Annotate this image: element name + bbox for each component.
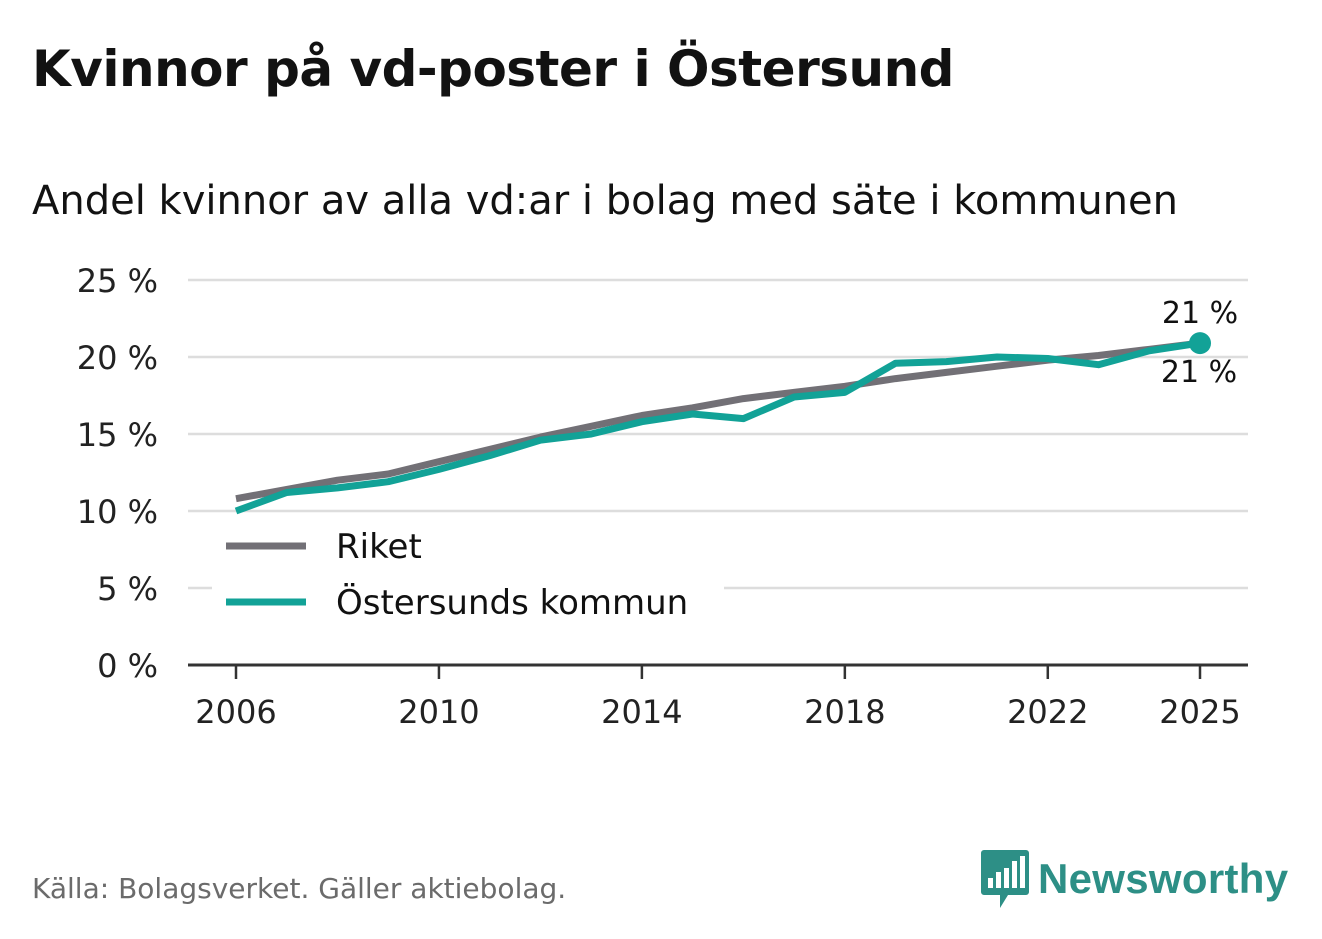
legend: Riket Östersunds kommun (212, 518, 724, 630)
source-note: Källa: Bolagsverket. Gäller aktiebolag. (32, 872, 567, 905)
legend-background (212, 518, 724, 630)
series-line-2 (234, 339, 1201, 515)
y-tick-label-15: 15 % (77, 416, 158, 454)
newsworthy-logo-icon (981, 850, 1029, 908)
y-tick-label-25: 25 % (77, 262, 158, 300)
axis-layer: 0 % 5 % 10 % 15 % 20 % 25 % 2006 2010 2014 2018 20… (77, 262, 1248, 731)
x-tick-label-2006: 2006 (195, 693, 276, 731)
y-tick-label-0: 0 % (97, 647, 158, 685)
end-label-series-1: 21 % (1162, 296, 1238, 331)
x-tick-label-2018: 2018 (804, 693, 885, 731)
legend-label-1: Riket (336, 527, 422, 567)
x-tick-label-2010: 2010 (398, 693, 479, 731)
end-label-series-2: 21 % (1161, 355, 1237, 390)
newsworthy-logo-text: Newsworthy (1038, 855, 1289, 902)
series-2-end-point (1189, 332, 1211, 355)
end-labels: 21 % 21 % (1161, 296, 1238, 390)
legend-label-2: Östersunds kommun (336, 582, 688, 623)
newsworthy-logo: Newsworthy (980, 848, 1288, 910)
y-tick-label-20: 20 % (77, 339, 158, 377)
x-tick-label-2025: 2025 (1159, 693, 1240, 731)
x-tick-label-2022: 2022 (1007, 693, 1088, 731)
x-tick-label-2014: 2014 (601, 693, 682, 731)
y-tick-label-10: 10 % (77, 493, 158, 531)
series-line-1 (235, 339, 1201, 503)
chart-title: Kvinnor på vd-poster i Östersund (32, 40, 954, 98)
y-tick-label-5: 5 % (97, 570, 158, 608)
chart-subtitle: Andel kvinnor av alla vd:ar i bolag med … (32, 178, 1178, 224)
series-layer (234, 332, 1211, 515)
